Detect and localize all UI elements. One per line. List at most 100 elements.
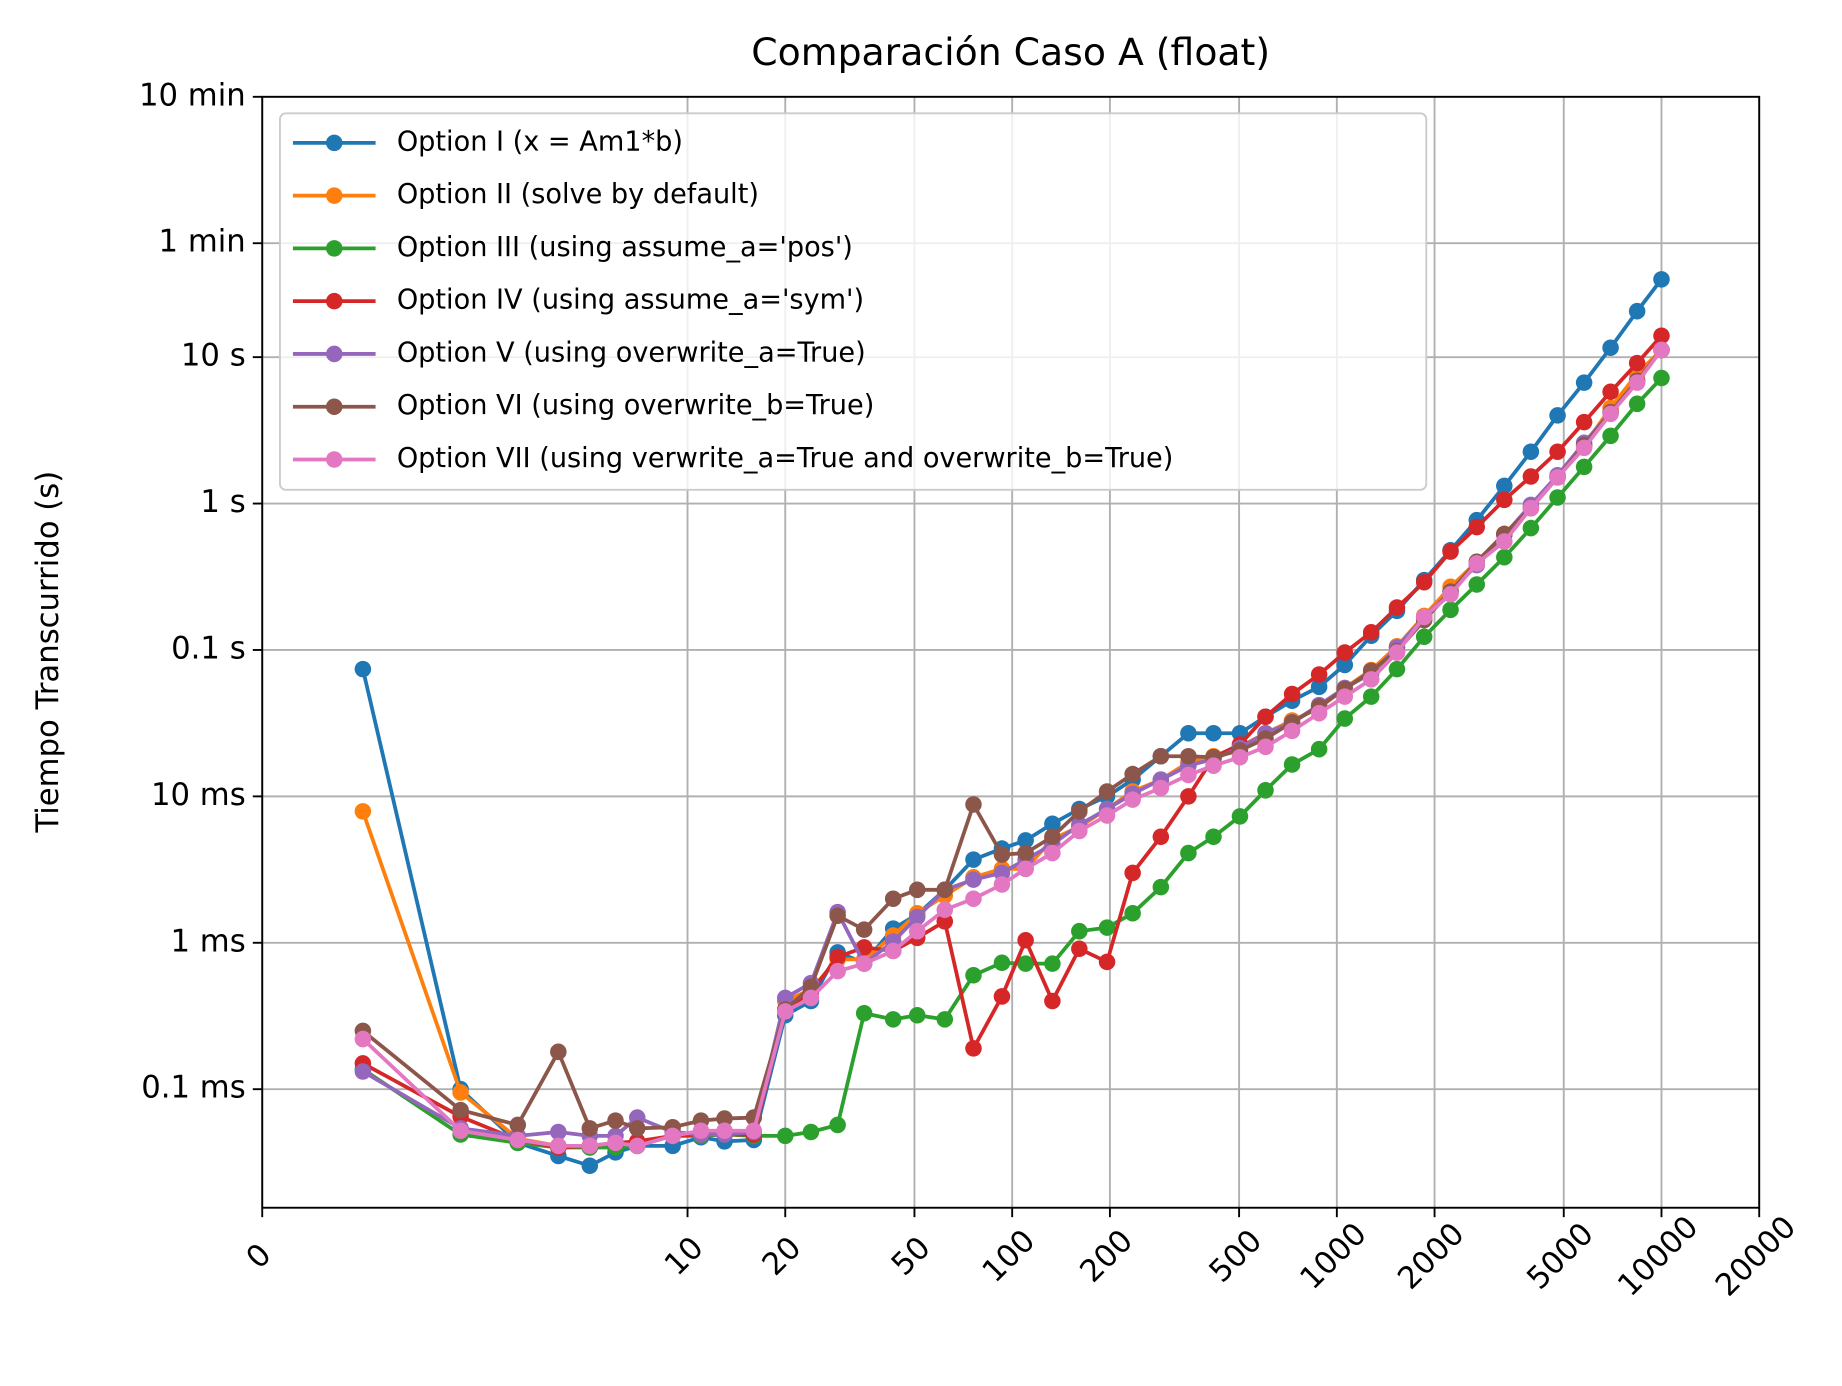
data-point [1388,660,1406,678]
data-point [1205,828,1222,846]
data-point [965,1040,982,1057]
y-tick-label: 1 ms [171,924,246,959]
data-point [829,1116,846,1134]
data-point [1152,747,1170,765]
data-point [1098,783,1116,800]
data-point [1415,573,1433,591]
data-point [1628,302,1646,320]
data-point [1415,628,1433,646]
data-point [1180,724,1197,742]
data-point [1071,940,1088,958]
data-point [965,890,982,907]
data-point [1442,601,1459,619]
data-point [993,988,1011,1005]
data-point [802,1123,820,1141]
data-point [581,1120,599,1137]
data-point [884,890,902,907]
data-point [1628,354,1646,372]
data-point [884,942,902,960]
data-point [1575,458,1593,476]
data-point [993,864,1011,882]
data-point [1310,740,1328,758]
data-point [965,851,982,868]
data-point [1522,519,1540,537]
data-point [581,1137,599,1155]
data-point [1522,499,1540,517]
plot-area [354,271,1670,1175]
data-point [1044,955,1061,972]
data-point [1017,844,1034,862]
data-point [1124,905,1141,922]
data-point [776,1003,794,1020]
data-point [1522,468,1540,485]
data-point [1415,608,1433,626]
data-point [936,881,954,899]
data-point [1044,828,1061,846]
data-point [993,954,1011,972]
data-point [1336,710,1354,727]
data-point [1098,807,1116,824]
data-point [1071,922,1088,940]
data-point [1124,791,1141,808]
data-point [1152,828,1170,846]
data-point [1362,671,1380,688]
data-point [1098,953,1116,971]
data-point [1628,395,1646,413]
legend-label: Option I (x = Am1*b) [397,126,683,157]
data-point [965,871,982,888]
data-point [1468,576,1486,593]
legend-label: Option III (using assume_a='pos') [397,232,853,263]
data-point [1283,756,1301,773]
data-point [509,1116,527,1134]
data-point [1468,518,1486,536]
data-point [1575,439,1593,457]
data-point [716,1110,733,1127]
data-point [1098,919,1116,936]
data-point [1362,624,1380,641]
data-point [716,1122,733,1140]
data-point [354,660,372,678]
y-tick-label: 0.1 s [171,631,246,666]
data-point [1124,765,1141,783]
legend-label: Option VII (using verwrite_a=True and ov… [397,443,1174,474]
data-point [1257,738,1274,756]
legend-marker [325,292,343,310]
y-tick-label: 10 min [139,78,246,113]
data-point [965,796,982,813]
data-point [1522,443,1540,460]
y-axis-label: Tiempo Transcurrido (s) [31,471,66,834]
data-point [1602,405,1619,423]
data-point [1017,932,1034,949]
data-point [1231,808,1249,825]
data-point [936,1011,954,1028]
data-point [1653,341,1670,359]
data-point [1653,369,1670,387]
data-point [855,921,873,938]
data-point [452,1122,469,1140]
data-point [1283,722,1301,740]
data-point [1071,803,1088,820]
data-point [1071,822,1088,840]
data-point [1549,489,1566,506]
legend: Option I (x = Am1*b) Option II (solve by … [279,112,1428,491]
data-point [908,881,926,899]
data-point [452,1101,469,1119]
legend-label: Option VI (using overwrite_b=True) [397,390,874,421]
data-point [1310,666,1328,683]
data-point [354,1030,372,1048]
legend-marker [325,134,343,152]
data-point [1180,747,1197,765]
data-point [745,1122,763,1140]
y-tick-label: 1 min [159,225,246,260]
data-point [452,1084,469,1101]
data-point [1575,374,1593,391]
legend-marker [325,451,343,468]
axes-frame [261,95,1761,1209]
data-point [1496,477,1513,495]
data-point [1388,599,1406,616]
data-point [1602,427,1619,445]
data-point [1180,766,1197,784]
data-point [802,989,820,1007]
